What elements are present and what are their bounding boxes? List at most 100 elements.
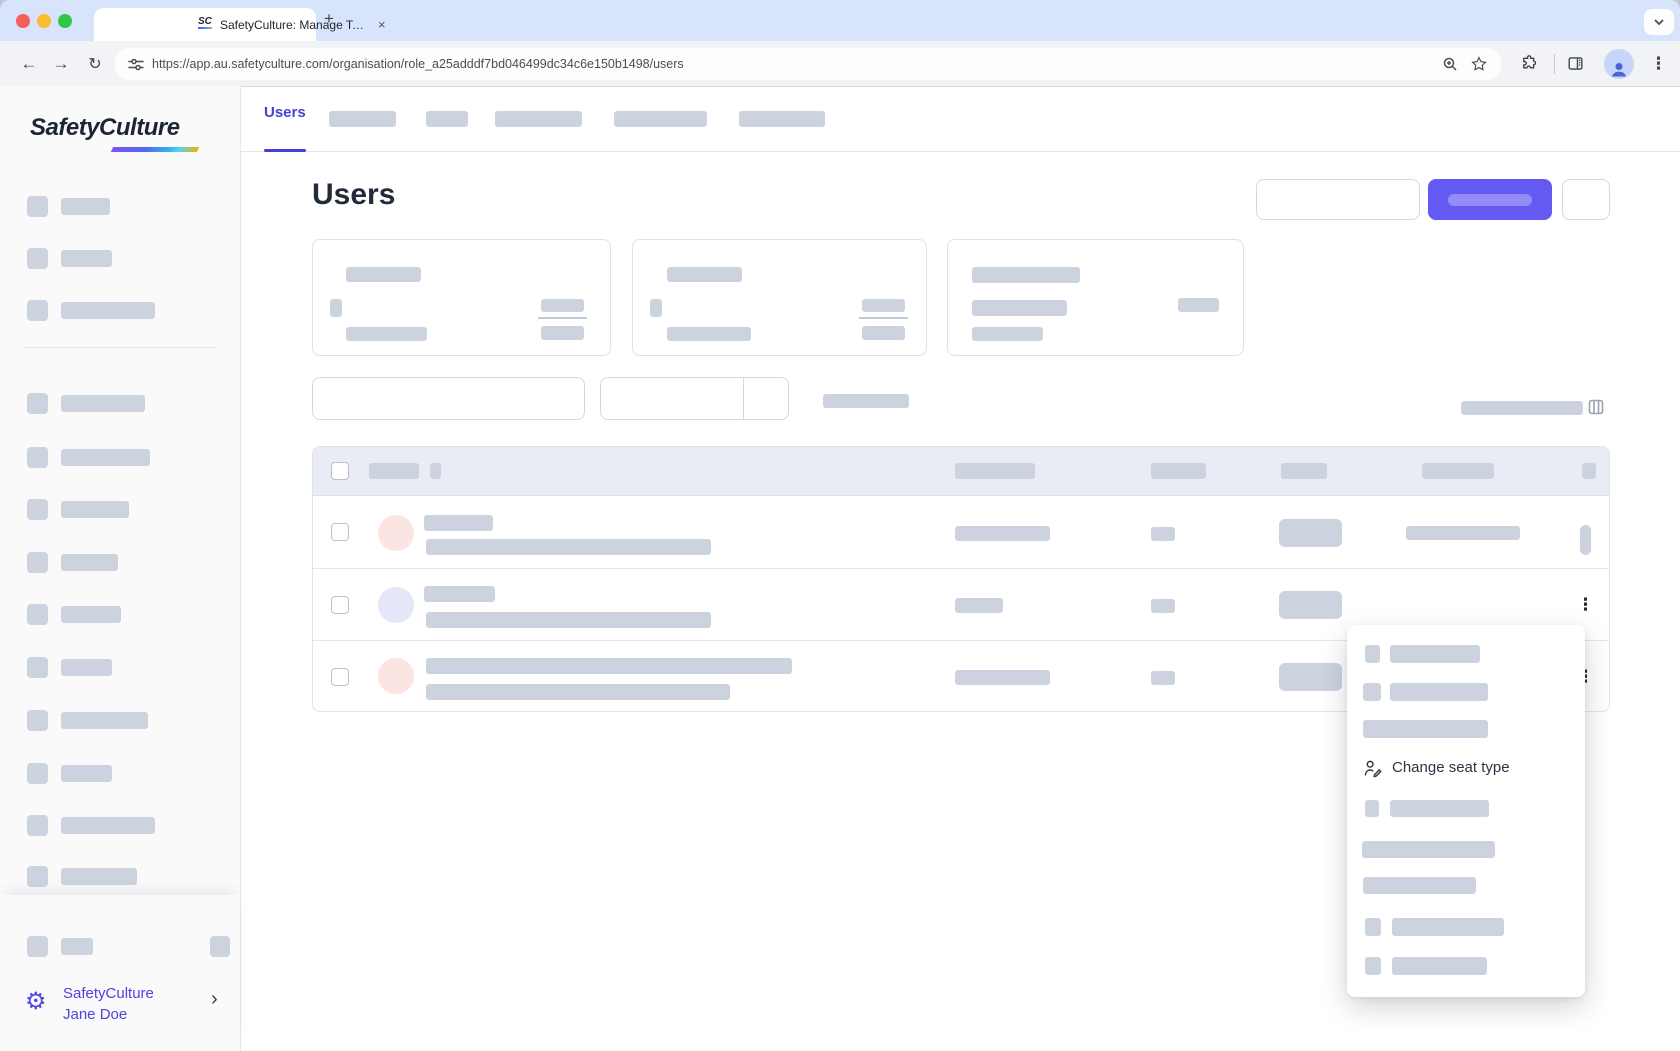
new-tab-button[interactable]: + bbox=[324, 9, 334, 28]
primary-action-button[interactable] bbox=[1428, 179, 1552, 220]
row-menu-icon[interactable]: ⋮ bbox=[1577, 595, 1594, 615]
row-checkbox[interactable] bbox=[331, 523, 349, 541]
browser-tab[interactable]: SC SafetyCulture: Manage Teams and... × bbox=[94, 8, 386, 41]
sidebar-nav-icon[interactable] bbox=[27, 710, 48, 731]
sidebar-nav-icon[interactable] bbox=[27, 815, 48, 836]
sidebar-nav-icon[interactable] bbox=[27, 300, 48, 321]
bookmark-star-icon[interactable] bbox=[1470, 55, 1488, 73]
card-fraction-bottom-skeleton bbox=[862, 326, 905, 340]
header-settings-icon[interactable] bbox=[1582, 463, 1596, 479]
sidebar-nav-item[interactable] bbox=[61, 817, 155, 834]
menu-item-skeleton[interactable] bbox=[1392, 918, 1504, 936]
menu-item-skeleton[interactable] bbox=[1363, 720, 1488, 738]
side-panel-icon[interactable] bbox=[1566, 54, 1585, 73]
menu-item-skeleton[interactable] bbox=[1390, 800, 1489, 817]
table-scrollbar-thumb[interactable] bbox=[1580, 525, 1591, 555]
sidebar-nav-item[interactable] bbox=[61, 868, 137, 885]
maximize-window-button[interactable] bbox=[58, 14, 72, 28]
browser-profile-avatar[interactable] bbox=[1604, 49, 1634, 79]
row-checkbox[interactable] bbox=[331, 596, 349, 614]
sidebar-nav-item[interactable] bbox=[61, 659, 112, 676]
chevron-right-icon[interactable]: › bbox=[211, 988, 218, 1010]
card-line-skeleton bbox=[972, 300, 1067, 316]
filter-dropdown[interactable] bbox=[600, 377, 789, 420]
minimize-window-button[interactable] bbox=[37, 14, 51, 28]
url-text: https://app.au.safetyculture.com/organis… bbox=[152, 57, 684, 71]
menu-item-skeleton[interactable] bbox=[1362, 841, 1495, 858]
sidebar-nav-icon[interactable] bbox=[27, 499, 48, 520]
menu-item-skeleton[interactable] bbox=[1392, 957, 1487, 975]
row-divider bbox=[313, 568, 1609, 569]
sidebar-nav-item[interactable] bbox=[61, 395, 145, 412]
sidebar-nav-item[interactable] bbox=[61, 765, 112, 782]
card-caption-skeleton bbox=[972, 327, 1043, 341]
close-tab-icon[interactable]: × bbox=[378, 17, 386, 32]
more-options-button[interactable] bbox=[1562, 179, 1610, 220]
columns-settings-icon[interactable] bbox=[1588, 399, 1604, 415]
sidebar-nav-item[interactable] bbox=[61, 501, 129, 518]
address-bar[interactable] bbox=[114, 48, 1502, 80]
user-email-skeleton bbox=[426, 684, 730, 700]
menu-item-skeleton[interactable] bbox=[1390, 683, 1488, 701]
back-button[interactable]: ← bbox=[20, 53, 38, 73]
secondary-action-button[interactable] bbox=[1256, 179, 1420, 220]
browser-tab-title: SafetyCulture: Manage Teams and... bbox=[220, 18, 370, 32]
sidebar-footer-icon[interactable] bbox=[27, 936, 48, 957]
extensions-icon[interactable] bbox=[1520, 54, 1539, 73]
tab-skeleton[interactable] bbox=[426, 111, 468, 127]
sidebar-nav-icon[interactable] bbox=[27, 866, 48, 887]
sidebar-nav-icon[interactable] bbox=[27, 604, 48, 625]
users-table: ⋮ ⋮ bbox=[312, 446, 1610, 712]
tab-users-underline bbox=[264, 149, 306, 152]
close-window-button[interactable] bbox=[16, 14, 30, 28]
sidebar-nav-icon[interactable] bbox=[27, 763, 48, 784]
sidebar-nav-icon[interactable] bbox=[27, 393, 48, 414]
settings-gear-icon[interactable]: ⚙ bbox=[25, 987, 47, 1015]
sidebar-nav-item[interactable] bbox=[61, 198, 110, 215]
menu-item-skeleton[interactable] bbox=[1390, 645, 1480, 663]
card-fraction-bottom-skeleton bbox=[541, 326, 584, 340]
row-checkbox[interactable] bbox=[331, 668, 349, 686]
sort-icon[interactable] bbox=[430, 463, 441, 479]
button-label-skeleton bbox=[1448, 194, 1532, 206]
cell-skeleton bbox=[1151, 599, 1175, 613]
sidebar-footer-item[interactable] bbox=[61, 938, 93, 955]
menu-item-icon bbox=[1365, 645, 1380, 663]
tab-skeleton[interactable] bbox=[739, 111, 825, 127]
cell-skeleton bbox=[1151, 527, 1175, 541]
card-title-skeleton bbox=[972, 267, 1080, 283]
page-title: Users bbox=[312, 178, 396, 211]
org-profile-button[interactable]: SafetyCulture Jane Doe bbox=[63, 983, 154, 1025]
sidebar-nav-item[interactable] bbox=[61, 712, 148, 729]
reload-button[interactable]: ↻ bbox=[88, 55, 102, 73]
sidebar-nav-item[interactable] bbox=[61, 250, 112, 267]
zoom-icon[interactable] bbox=[1442, 56, 1458, 72]
cell-skeleton bbox=[955, 526, 1050, 541]
sidebar-nav-item[interactable] bbox=[61, 554, 118, 571]
toolbar-divider bbox=[1554, 54, 1555, 74]
tab-skeleton[interactable] bbox=[614, 111, 707, 127]
sidebar-nav-icon[interactable] bbox=[27, 248, 48, 269]
sidebar-nav-item[interactable] bbox=[61, 606, 121, 623]
tab-search-button[interactable] bbox=[1644, 9, 1674, 35]
sidebar-collapse-icon[interactable] bbox=[210, 936, 230, 957]
sidebar-nav-icon[interactable] bbox=[27, 196, 48, 217]
forward-button[interactable]: → bbox=[52, 53, 70, 73]
stat-card bbox=[947, 239, 1244, 356]
site-settings-icon[interactable] bbox=[128, 58, 144, 71]
browser-menu-icon[interactable]: ⋮ bbox=[1650, 54, 1667, 74]
tab-skeleton[interactable] bbox=[495, 111, 582, 127]
menu-item-skeleton[interactable] bbox=[1363, 877, 1476, 894]
select-all-checkbox[interactable] bbox=[331, 462, 349, 480]
tab-users[interactable]: Users bbox=[264, 104, 306, 121]
sidebar-nav-icon[interactable] bbox=[27, 552, 48, 573]
tab-skeleton[interactable] bbox=[329, 111, 396, 127]
chevron-down-icon bbox=[1654, 19, 1664, 26]
sidebar-nav-item[interactable] bbox=[61, 449, 150, 466]
search-input[interactable] bbox=[312, 377, 585, 420]
sidebar-nav-icon[interactable] bbox=[27, 447, 48, 468]
menu-item-change-seat-type[interactable]: Change seat type bbox=[1392, 759, 1510, 776]
card-title-skeleton bbox=[346, 267, 421, 282]
sidebar-nav-icon[interactable] bbox=[27, 657, 48, 678]
sidebar-nav-item[interactable] bbox=[61, 302, 155, 319]
